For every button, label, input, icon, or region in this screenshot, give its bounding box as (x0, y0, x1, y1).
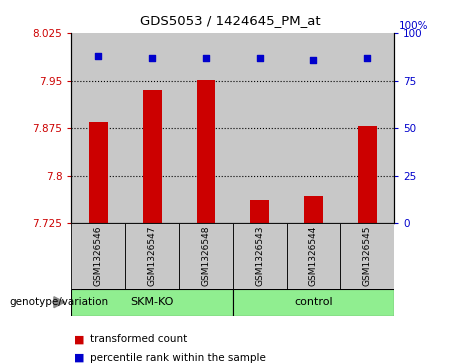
Bar (233, 33, 287, 223)
Text: SKM-KO: SKM-KO (130, 297, 174, 307)
Bar (287, 33, 340, 223)
Text: genotype/variation: genotype/variation (9, 297, 108, 307)
Bar (358, 126, 377, 223)
Bar (71, 289, 233, 316)
Text: GSM1326544: GSM1326544 (309, 226, 318, 286)
Text: control: control (294, 297, 333, 307)
Bar (125, 33, 179, 223)
Text: transformed count: transformed count (90, 334, 187, 344)
Bar (304, 196, 323, 223)
Text: ■: ■ (74, 352, 84, 363)
Text: GSM1326543: GSM1326543 (255, 226, 264, 286)
Text: ■: ■ (74, 334, 84, 344)
Point (202, 55, 210, 61)
Bar (233, 223, 287, 289)
Bar (89, 122, 108, 223)
Text: GSM1326546: GSM1326546 (94, 226, 103, 286)
Point (95, 53, 102, 59)
Bar (125, 223, 179, 289)
Point (148, 55, 156, 61)
Text: GSM1326547: GSM1326547 (148, 226, 157, 286)
Bar (71, 223, 125, 289)
Bar (340, 223, 394, 289)
Bar (287, 223, 340, 289)
Polygon shape (54, 297, 65, 307)
Point (310, 57, 317, 63)
Bar (233, 289, 394, 316)
Text: GSM1326548: GSM1326548 (201, 226, 210, 286)
Bar (250, 200, 269, 223)
Bar (71, 33, 125, 223)
Bar (179, 223, 233, 289)
Bar (340, 33, 394, 223)
Text: GDS5053 / 1424645_PM_at: GDS5053 / 1424645_PM_at (140, 15, 321, 28)
Text: percentile rank within the sample: percentile rank within the sample (90, 352, 266, 363)
Bar (179, 33, 233, 223)
Point (256, 55, 263, 61)
Bar (143, 90, 161, 223)
Text: 100%: 100% (398, 21, 428, 30)
Bar (196, 79, 215, 223)
Text: GSM1326545: GSM1326545 (363, 226, 372, 286)
Point (364, 55, 371, 61)
